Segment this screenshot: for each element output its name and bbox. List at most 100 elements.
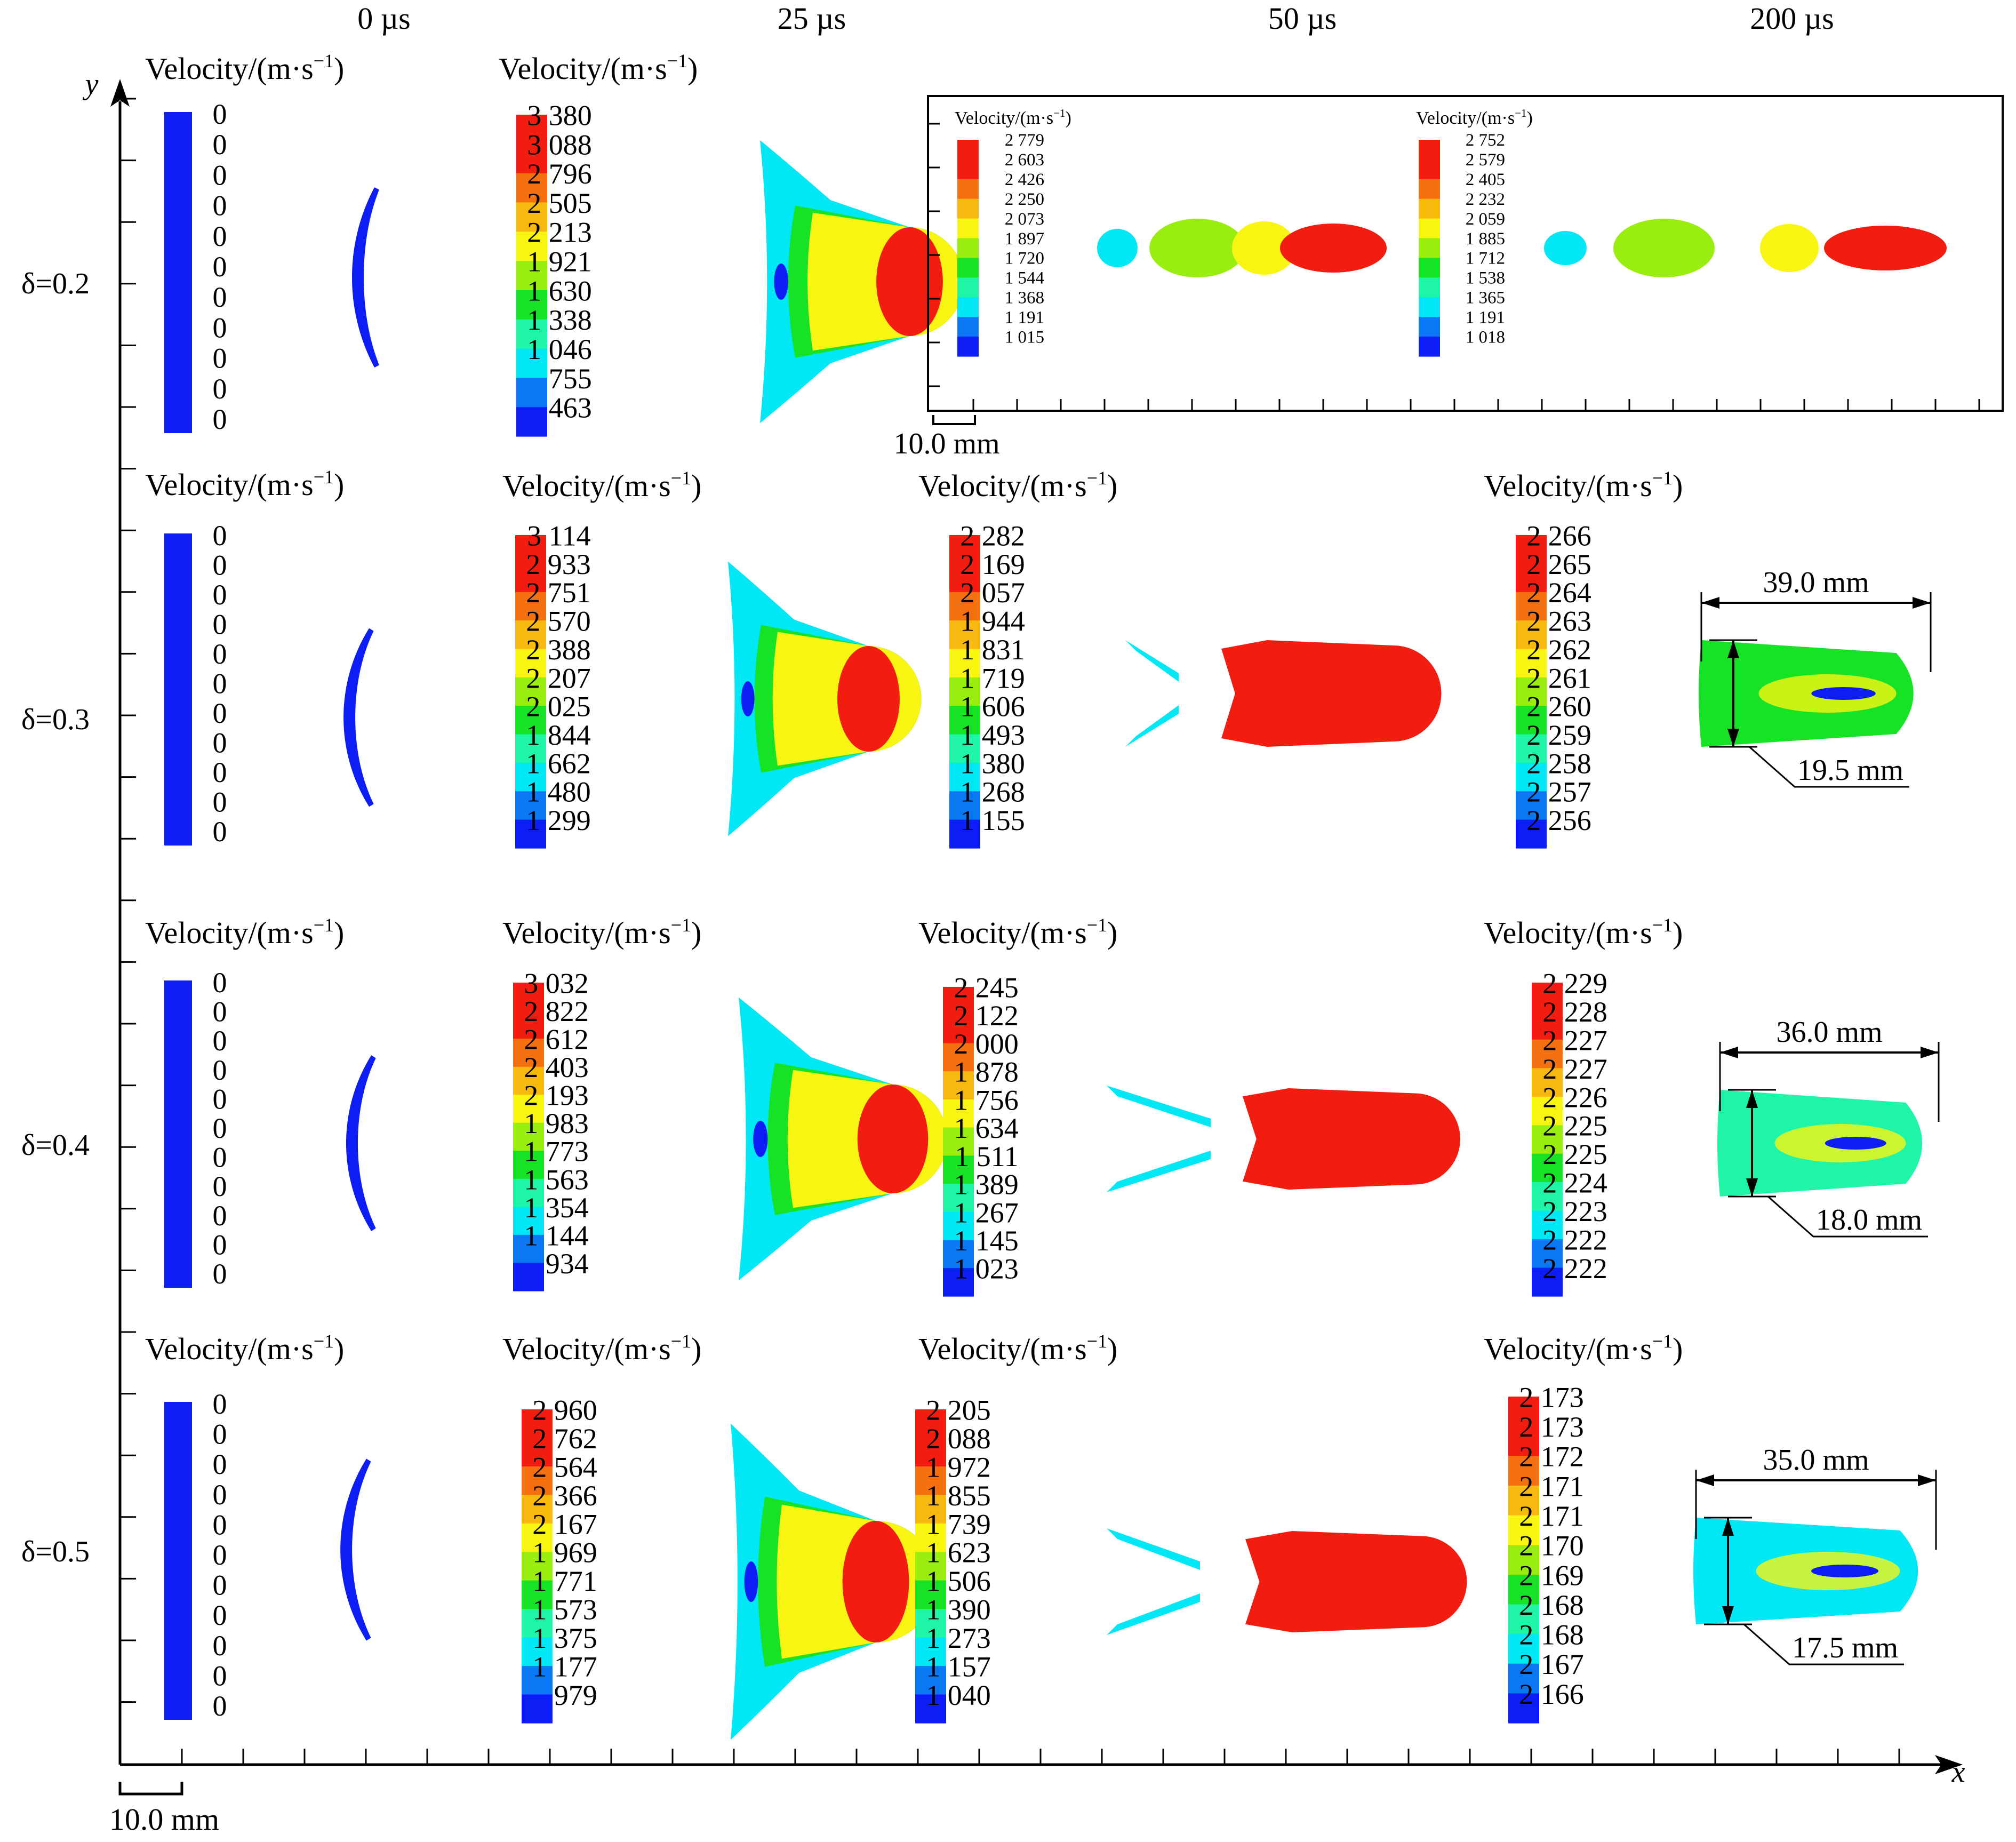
legend-value: 2 207: [526, 662, 591, 694]
legend-value: 934: [546, 1248, 589, 1280]
legend-color-swatch: [943, 1015, 974, 1044]
legend-color-swatch: [1516, 791, 1547, 820]
legend-color-swatch: [516, 348, 547, 378]
legend-value: 2 171: [1519, 1470, 1584, 1502]
liner-bar: [164, 112, 192, 433]
legend-color-swatch: [1508, 1397, 1539, 1427]
legend-value: 1 023: [954, 1253, 1019, 1285]
legend-value: 1 944: [960, 605, 1025, 637]
legend-value: 463: [549, 392, 592, 424]
legend-color-swatch: [957, 238, 979, 259]
legend-title-sup: −1: [1087, 914, 1107, 936]
legend-color-swatch: [1516, 535, 1547, 564]
legend-color-swatch: [1508, 1634, 1539, 1664]
legend-color-swatch: [522, 1523, 553, 1552]
legend-value: 1 606: [960, 691, 1025, 723]
legend0-value: 0: [213, 1599, 227, 1631]
legend-value: 1 273: [926, 1622, 991, 1654]
legend0-value: 0: [213, 1229, 227, 1261]
legend-color-swatch: [1508, 1663, 1539, 1694]
time-header: 200 µs: [1750, 1, 1834, 36]
legend-value: 1 972: [926, 1451, 991, 1483]
legend-value: 2 168: [1519, 1589, 1584, 1621]
legend0-value: 0: [213, 1630, 227, 1662]
legend-title-sup: −1: [1087, 1330, 1107, 1352]
diameter-label: 18.0 mm: [1816, 1203, 1922, 1237]
legend-color-swatch: [513, 1207, 544, 1235]
legend-value: 2 226: [1542, 1081, 1607, 1113]
legend-color-swatch: [516, 319, 547, 349]
legend0-value: 0: [213, 1170, 227, 1202]
legend-color-swatch: [943, 1043, 974, 1072]
legend-color-swatch: [943, 1155, 974, 1184]
liner-bar: [164, 533, 192, 846]
legend-color-swatch: [943, 1071, 974, 1100]
legend0-value: 0: [213, 1025, 227, 1057]
legend-color-swatch: [522, 1552, 553, 1581]
legend0-value: 0: [213, 1200, 227, 1232]
inset-fragment: [1149, 219, 1245, 277]
delta-label: δ=0.4: [21, 1129, 90, 1162]
legend-value: 1 773: [524, 1136, 589, 1168]
legend-title-text: Velocity/(m·s: [1416, 108, 1515, 128]
legend-title-text: Velocity/(m·s: [1484, 468, 1652, 503]
legend-color-swatch: [513, 1151, 544, 1179]
legend-value: 2 751: [526, 577, 591, 609]
legend-value: 2 167: [1519, 1648, 1584, 1680]
dimension-arrow: [1913, 597, 1931, 609]
legend-color-swatch: [516, 407, 547, 437]
dimension-arrow: [1727, 640, 1739, 658]
legend0-value: 0: [213, 1054, 227, 1086]
tail-fragment: [1107, 1528, 1200, 1570]
legend-value: 3 380: [527, 99, 592, 131]
legend0-value: 0: [213, 220, 227, 252]
legend-title-0us: Velocity/(m·s−1): [145, 466, 344, 502]
legend-value: 1 267: [954, 1197, 1019, 1229]
legend-value: 2 603: [1005, 150, 1044, 170]
legend-title-text: Velocity/(m·s: [145, 1331, 314, 1366]
legend-title-sup: −1: [1652, 914, 1673, 936]
legend-value: 2 173: [1519, 1411, 1584, 1443]
legend-value: 1 771: [532, 1565, 597, 1597]
legend-value: 1 299: [526, 804, 591, 836]
legend-color-swatch: [943, 987, 974, 1016]
time-header: 0 µs: [357, 1, 411, 36]
legend-value: 2 169: [1519, 1559, 1584, 1591]
legend-title-close: ): [1066, 108, 1071, 128]
legend-value: 1 573: [532, 1594, 597, 1626]
text-layer: x y 10.0 mm 0 µs 25 µs 50 µs 200 µs δ=0.2 Veloci…: [21, 1, 1965, 1837]
legend-color-swatch: [1419, 218, 1440, 239]
legend-value: 1 018: [1466, 328, 1505, 347]
projectile-25us: [731, 1423, 937, 1740]
legend-title-sup: −1: [1515, 107, 1526, 119]
legend-color-swatch: [513, 1039, 544, 1067]
row-group: [164, 533, 374, 846]
legend0-value: 0: [213, 549, 227, 581]
legend-title-text: Velocity/(m·s: [145, 467, 314, 502]
contour-band-blue: [774, 264, 788, 300]
legend-title-close: ): [334, 1331, 344, 1366]
red-core: [1221, 640, 1442, 747]
legend-color-swatch: [949, 734, 980, 763]
legend-value: 2 222: [1542, 1224, 1607, 1256]
legend0-value: 0: [213, 1142, 227, 1174]
inset-legend-title-50us: Velocity/(m·s−1): [955, 107, 1071, 128]
length-label: 39.0 mm: [1763, 566, 1869, 599]
legend-value: 2 193: [524, 1080, 589, 1112]
red-core: [1245, 1531, 1467, 1632]
contour-band-blue: [1811, 687, 1876, 700]
legend-color-swatch: [915, 1438, 946, 1467]
legend-color-swatch: [943, 1127, 974, 1156]
legend-color-swatch: [1516, 819, 1547, 849]
legend-value: 2 263: [1526, 605, 1591, 637]
legend-title-sup: −1: [1652, 467, 1673, 489]
legend-color-swatch: [516, 290, 547, 320]
legend-color-swatch: [513, 1095, 544, 1123]
legend-color-swatch: [1419, 198, 1440, 219]
legend-value: 2 426: [1005, 170, 1044, 189]
legend-value: 1 630: [527, 275, 592, 307]
